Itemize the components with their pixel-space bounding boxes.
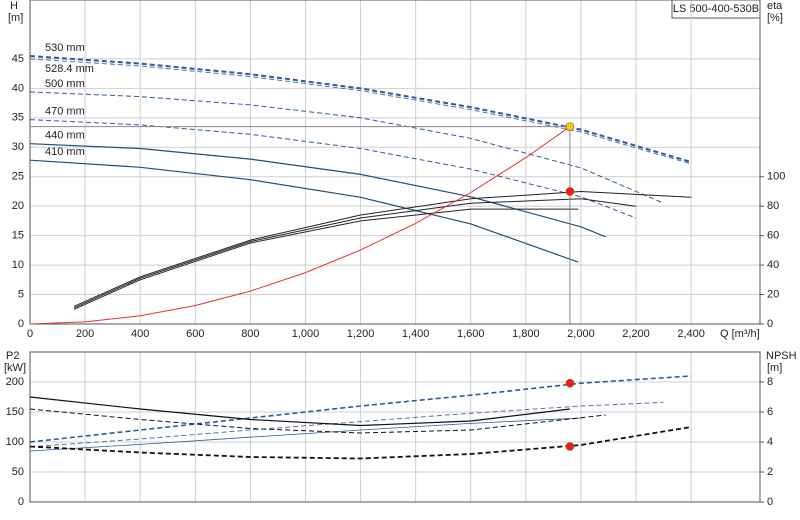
x-tick-label: 200 <box>76 328 94 340</box>
y-tick-label: 45 <box>12 53 24 65</box>
x-tick-label: 1,800 <box>512 328 540 340</box>
curve <box>29 401 664 448</box>
y2-tick-label: 4 <box>767 436 773 448</box>
chart-title: LS 500-400-530B <box>673 3 759 15</box>
curve-label: 410 mm <box>45 146 85 158</box>
curve-label: 470 mm <box>45 105 85 117</box>
y-tick-label: 0 <box>18 496 24 508</box>
y-tick-label: 200 <box>6 376 24 388</box>
y-axis-label: H <box>10 0 18 12</box>
x-tick-label: 600 <box>186 328 204 340</box>
curve-label: 500 mm <box>45 78 85 90</box>
y2-tick-label: 60 <box>767 230 779 242</box>
y-tick-label: 150 <box>6 406 24 418</box>
curve-label: 528.4 mm <box>45 63 94 75</box>
plot-frame <box>29 0 761 325</box>
curve <box>29 417 581 452</box>
operating-point <box>565 378 575 388</box>
x-tick-label: 1,600 <box>457 328 485 340</box>
operating-point <box>565 442 575 451</box>
y2-tick-label: 80 <box>767 200 779 212</box>
x-tick-label: 1,200 <box>347 328 375 340</box>
curve <box>29 375 692 443</box>
curve-label: 530 mm <box>45 42 85 54</box>
operating-point <box>565 122 575 131</box>
y2-axis-unit: [%] <box>767 12 783 24</box>
curve <box>29 91 664 204</box>
y-tick-label: 35 <box>12 112 24 124</box>
curve <box>29 408 606 434</box>
y2-tick-label: 100 <box>767 171 785 183</box>
y-tick-label: 50 <box>12 466 24 478</box>
y2-tick-label: 2 <box>767 466 773 478</box>
y-tick-label: 100 <box>6 436 24 448</box>
x-tick-label: 1,400 <box>402 328 430 340</box>
operating-point <box>565 187 575 196</box>
curve <box>29 426 692 460</box>
y2-tick-label: 0 <box>767 496 773 508</box>
y-tick-label: 40 <box>12 82 24 94</box>
curve <box>73 208 579 310</box>
curve-label: 440 mm <box>45 130 85 142</box>
x-tick-label: 2,000 <box>567 328 595 340</box>
x-tick-label: 800 <box>241 328 259 340</box>
curve <box>29 55 692 163</box>
y-tick-label: 30 <box>12 141 24 153</box>
curve <box>29 159 579 263</box>
y-axis-unit: [m] <box>8 12 23 24</box>
y-tick-label: 0 <box>18 318 24 330</box>
x-tick-label: 0 <box>27 328 33 340</box>
y-tick-label: 20 <box>12 200 24 212</box>
y-tick-label: 25 <box>12 171 24 183</box>
y2-tick-label: 40 <box>767 259 779 271</box>
curve <box>73 190 692 307</box>
x-tick-label: 2,200 <box>622 328 650 340</box>
y2-axis-unit: [m] <box>767 362 782 374</box>
x-tick-label: 400 <box>131 328 149 340</box>
curve <box>29 119 637 219</box>
x-axis-label: Q [m³/h] <box>720 328 760 340</box>
y2-tick-label: 0 <box>767 318 773 330</box>
curve <box>29 58 692 165</box>
y-tick-label: 5 <box>18 288 24 300</box>
y2-tick-label: 8 <box>767 376 773 388</box>
x-tick-label: 1,000 <box>292 328 320 340</box>
y-axis-label: P2 <box>6 350 19 362</box>
y2-tick-label: 20 <box>767 288 779 300</box>
y2-axis-label: eta <box>767 0 783 12</box>
y2-tick-label: 6 <box>767 406 773 418</box>
y-axis-unit: [kW] <box>4 362 26 374</box>
curve <box>73 198 637 309</box>
curve <box>29 143 606 238</box>
plot-frame <box>29 351 761 503</box>
curve <box>29 126 571 325</box>
curve <box>29 396 570 427</box>
x-tick-label: 2,400 <box>677 328 705 340</box>
y-tick-label: 15 <box>12 230 24 242</box>
y-tick-label: 10 <box>12 259 24 271</box>
y2-axis-label: NPSH <box>766 350 797 362</box>
